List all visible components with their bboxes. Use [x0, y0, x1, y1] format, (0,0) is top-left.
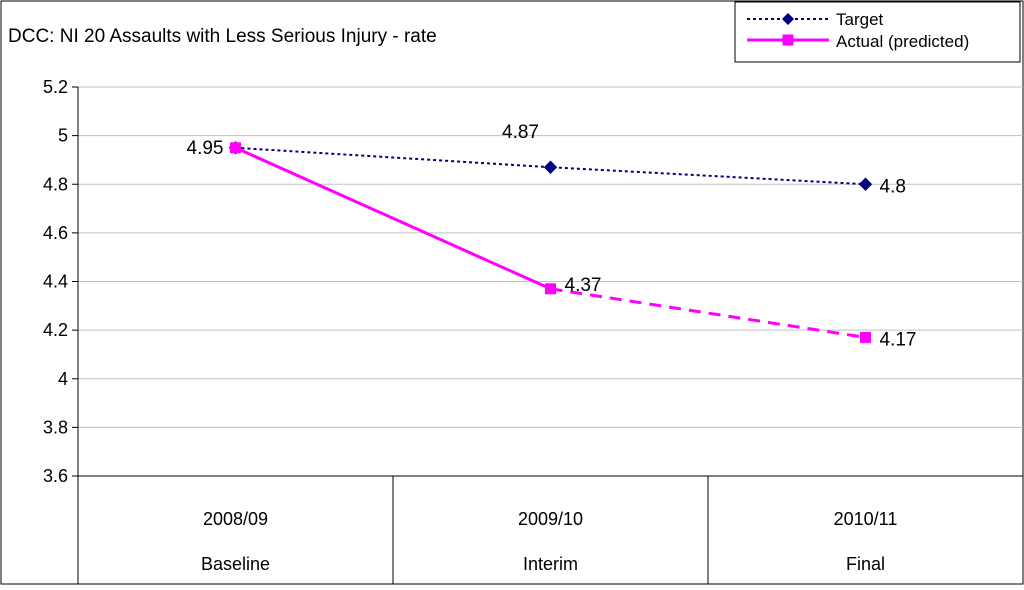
series-line-actual-predicted	[550, 287, 866, 339]
data-point-target	[858, 177, 873, 191]
y-tick-label: 5.2	[43, 77, 68, 97]
series-line-actual	[234, 146, 552, 291]
data-label-actual: 4.95	[187, 138, 224, 159]
data-point-actual	[230, 142, 241, 154]
y-tick-label: 4.8	[43, 174, 68, 194]
legend-marker-actual	[782, 34, 794, 46]
y-tick-label: 4.2	[43, 320, 68, 340]
data-point-actual	[860, 331, 871, 343]
y-tick-label: 3.8	[43, 417, 68, 437]
data-labels: 4.95 4.37 4.17 4.87 4.8	[187, 122, 917, 350]
legend-box	[734, 1, 1021, 63]
x-category-label: 2009/10	[518, 509, 583, 529]
series-lines	[234, 146, 866, 339]
y-axis-ticks: 3.6 3.8 4 4.2 4.4 4.6 4.8 5 5.2	[43, 77, 78, 486]
y-tick-label: 5	[58, 126, 68, 146]
y-tick-label: 4	[58, 369, 68, 389]
y-tick-label: 3.6	[43, 466, 68, 486]
legend-label-target: Target	[836, 10, 884, 29]
chart-title: DCC: NI 20 Assaults with Less Serious In…	[8, 26, 437, 47]
data-label-actual: 4.37	[565, 275, 602, 296]
y-tick-label: 4.4	[43, 272, 68, 292]
x-category-sublabel: Baseline	[201, 554, 270, 574]
data-label-actual: 4.17	[880, 329, 917, 350]
data-point-target	[543, 160, 558, 174]
x-category-sublabel: Final	[846, 554, 885, 574]
data-point-actual	[545, 283, 556, 295]
gridlines	[78, 86, 1023, 428]
x-category-label: 2010/11	[834, 509, 898, 529]
x-category-sublabel: Interim	[523, 554, 578, 574]
data-label-target: 4.87	[502, 122, 539, 143]
data-label-target: 4.8	[880, 176, 906, 197]
axes	[77, 87, 1023, 584]
legend-label-actual: Actual (predicted)	[836, 32, 969, 51]
series-markers	[228, 141, 873, 343]
y-tick-label: 4.6	[43, 223, 68, 243]
legend-marker-target	[782, 13, 794, 25]
x-axis-categories: 2008/09 Baseline 2009/10 Interim 2010/11 Fina…	[201, 476, 897, 584]
x-category-label: 2008/09	[203, 509, 268, 529]
legend: Target Actual (predicted)	[734, 1, 1021, 63]
